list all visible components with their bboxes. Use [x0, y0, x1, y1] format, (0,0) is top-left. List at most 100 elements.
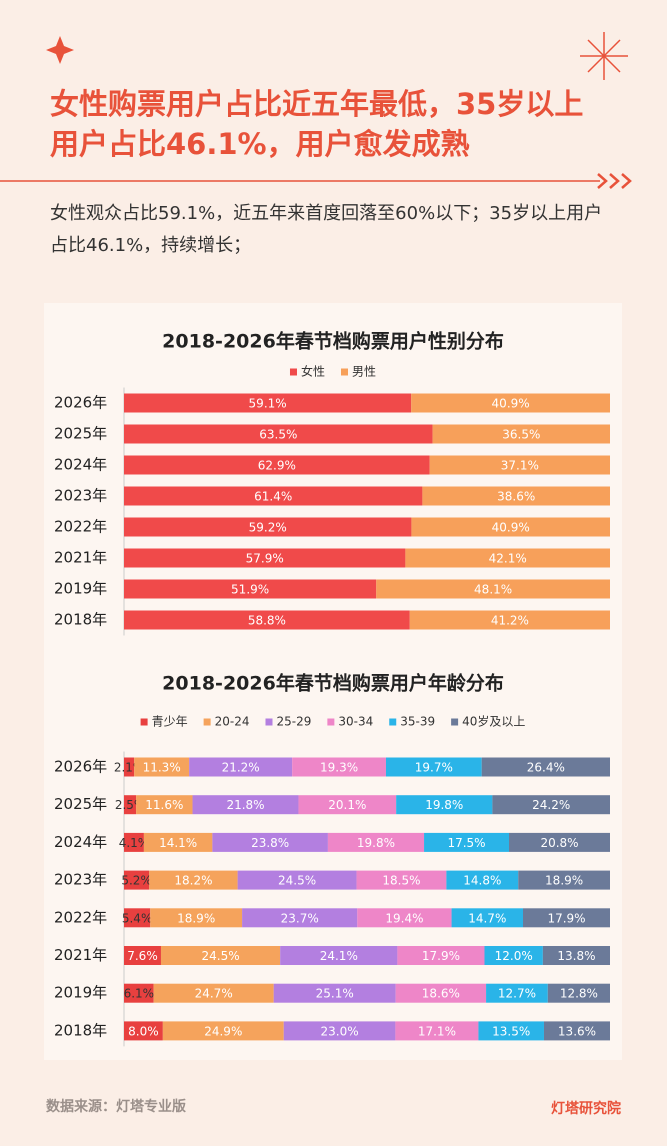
- bar-segment: [405, 548, 610, 568]
- bar-segment: [124, 795, 137, 815]
- bar-segment: [356, 870, 447, 890]
- value-label: 12.8%: [560, 987, 598, 1001]
- value-label: 41.2%: [491, 614, 529, 628]
- bar-segment: [411, 393, 610, 413]
- value-label: 21.8%: [226, 798, 264, 812]
- value-label: 48.1%: [474, 583, 512, 597]
- bar-segment: [395, 983, 487, 1003]
- value-label: 4.1%: [119, 836, 150, 850]
- description: 女性观众占比59.1%，近五年来首度回落至60%以下；35岁以上用户占比46.1…: [50, 203, 603, 256]
- bar-segment: [124, 455, 430, 475]
- value-label: 7.6%: [127, 949, 158, 963]
- category-label: 2026年: [54, 394, 107, 412]
- value-label: 13.5%: [492, 1024, 530, 1038]
- value-label: 17.5%: [447, 836, 485, 850]
- bar-segment: [411, 517, 610, 537]
- value-label: 17.1%: [418, 1024, 456, 1038]
- bar-segment: [237, 870, 357, 890]
- arrows: [597, 173, 632, 189]
- bar-segment: [523, 908, 610, 928]
- bar-segment: [395, 1021, 479, 1041]
- bar-segment: [124, 393, 412, 413]
- value-label: 12.0%: [495, 949, 533, 963]
- bar-segment: [124, 983, 154, 1003]
- value-label: 38.6%: [497, 490, 535, 504]
- value-label: 19.7%: [415, 761, 453, 775]
- bar-segment: [298, 795, 397, 815]
- value-label: 23.0%: [321, 1024, 359, 1038]
- value-label: 11.6%: [145, 798, 183, 812]
- category-label: 2018年: [54, 611, 107, 629]
- legend-swatch: [289, 368, 297, 376]
- value-label: 40.9%: [492, 521, 530, 535]
- bar-segment: [136, 795, 193, 815]
- value-label: 59.2%: [249, 521, 287, 535]
- legend-label: 30-34: [338, 715, 373, 729]
- legend-label: 40岁及以上: [462, 714, 525, 729]
- bar-segment: [518, 870, 610, 890]
- bar-segment: [478, 1021, 544, 1041]
- category-label: 2023年: [54, 487, 107, 505]
- value-label: 25.1%: [316, 987, 354, 1001]
- value-label: 11.3%: [143, 761, 181, 775]
- value-label: 37.1%: [501, 459, 539, 473]
- bar-segment: [124, 1021, 163, 1041]
- bar-segment: [134, 757, 190, 777]
- value-label: 24.9%: [204, 1024, 242, 1038]
- legend-swatch: [341, 368, 348, 376]
- category-label: 2022年: [54, 518, 107, 536]
- value-label: 20.1%: [328, 798, 366, 812]
- value-label: 13.6%: [558, 1024, 596, 1038]
- firework-icon: [580, 32, 628, 80]
- bar-segment: [143, 832, 213, 852]
- bar-segment: [153, 983, 274, 1003]
- value-label: 24.7%: [195, 987, 233, 1001]
- legend-label: 25-29: [276, 715, 311, 729]
- bar-segment: [280, 946, 398, 965]
- value-label: 24.1%: [320, 949, 358, 963]
- legend-label: 男性: [352, 365, 376, 379]
- bar-segment: [484, 946, 543, 965]
- value-label: 17.9%: [422, 949, 460, 963]
- value-label: 19.8%: [425, 798, 463, 812]
- category-label: 2019年: [54, 580, 107, 598]
- bar-segment: [327, 832, 425, 852]
- bar-segment: [446, 870, 519, 890]
- value-label: 19.4%: [385, 911, 423, 925]
- legend-label: 20-24: [215, 715, 250, 729]
- category-label: 2025年: [54, 795, 107, 813]
- value-label: 5.4%: [122, 911, 153, 925]
- value-label: 18.2%: [174, 874, 212, 888]
- value-label: 63.5%: [259, 428, 297, 442]
- value-label: 14.1%: [159, 836, 197, 850]
- value-label: 18.5%: [382, 874, 420, 888]
- bar-segment: [162, 1021, 284, 1041]
- value-label: 21.2%: [222, 761, 260, 775]
- bar-segment: [376, 579, 610, 599]
- value-label: 24.2%: [532, 798, 570, 812]
- value-label: 14.7%: [468, 911, 506, 925]
- value-label: 17.9%: [547, 911, 585, 925]
- value-label: 59.1%: [249, 397, 287, 411]
- value-label: 19.8%: [357, 836, 395, 850]
- bar-segment: [150, 908, 243, 928]
- bar-segment: [292, 757, 386, 777]
- bar-segment: [429, 455, 610, 475]
- bar-segment: [273, 983, 396, 1003]
- category-label: 2018年: [54, 1021, 107, 1039]
- bar-segment: [124, 757, 135, 777]
- bar-segment: [432, 424, 610, 444]
- bar-segment: [357, 908, 452, 928]
- bar-segment: [160, 946, 281, 965]
- bar-segment: [124, 548, 406, 568]
- bar-segment: [492, 795, 610, 815]
- category-label: 2024年: [54, 833, 107, 851]
- source: 数据来源：灯塔专业版: [46, 1099, 186, 1115]
- legend-swatch: [451, 718, 459, 726]
- bar-segment: [124, 870, 150, 890]
- category-label: 2022年: [54, 908, 107, 926]
- bar-segment: [124, 908, 151, 928]
- bar-segment: [397, 946, 485, 965]
- bar-segment: [124, 832, 144, 852]
- legend-swatch: [203, 718, 211, 726]
